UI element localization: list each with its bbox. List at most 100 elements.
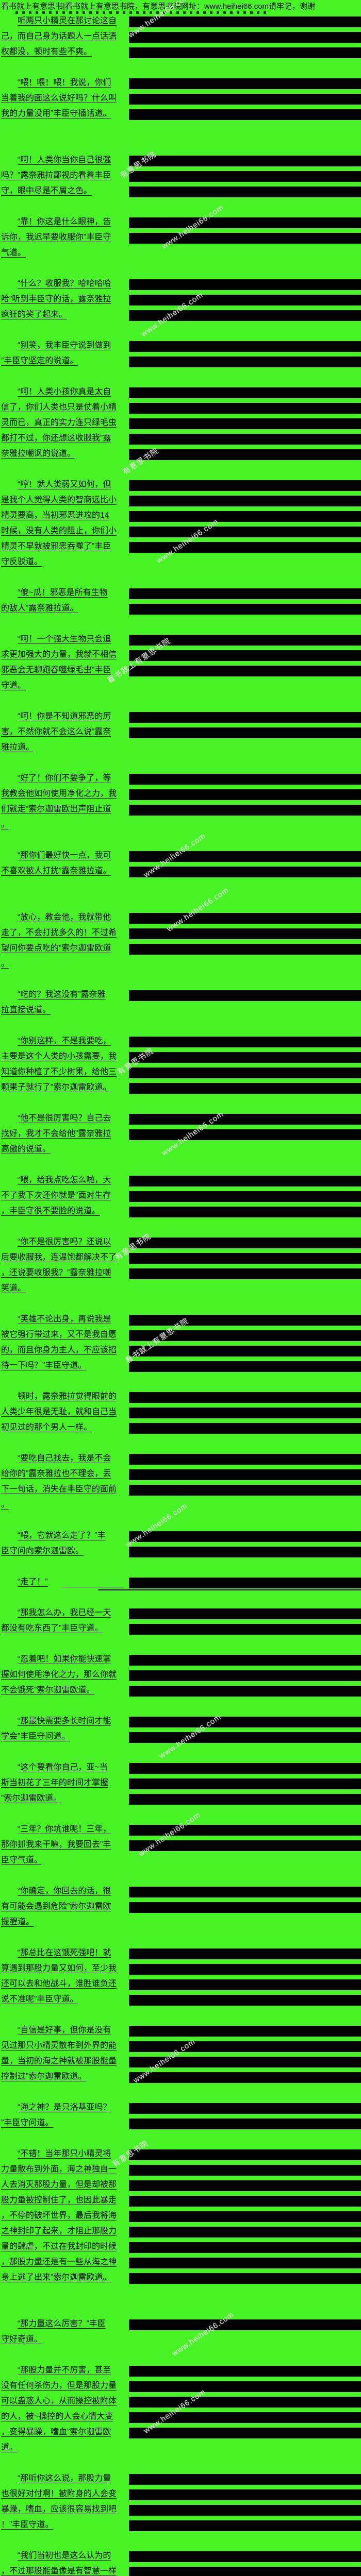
text-row: 给你的”露奈雅拉也不理会，丢: [0, 1467, 361, 1483]
text-row: 不了我下次还你就是”面对生存: [0, 1189, 361, 1205]
paragraph: “海之神？是只洛基亚吗？ ”丰臣守问道。: [0, 2101, 361, 2132]
redaction-bar: [129, 604, 361, 615]
text-row: 道。: [0, 2441, 361, 2456]
text-row: “那力量这么厉害？”丰臣: [0, 2317, 361, 2333]
novel-text-line: 被它强行带过来，又不是我自愿: [1, 1330, 117, 1339]
redaction-bar: [129, 78, 361, 89]
novel-text-line: “傻~瓜！邪恶是所有生物: [18, 588, 108, 597]
novel-text-line: ，还说要收服我？”露奈雅拉嘲: [1, 1268, 111, 1277]
text-row: “喂，它就这么走了？”丰: [0, 1529, 361, 1545]
redaction-bar: [129, 944, 361, 955]
novel-text-line: “放心，教会他，我就带他: [18, 913, 111, 922]
text-row: 臣守气道。: [0, 1854, 361, 1869]
novel-text-line: 人去消灭那股力量，但是却被那: [1, 2180, 117, 2189]
text-row: 量，当初的海之神就被那股能量: [0, 2055, 361, 2070]
text-row: 不喜欢被人打扰”露奈雅拉道。: [0, 865, 361, 880]
redaction-bar: [129, 2474, 361, 2485]
redaction-bar: [129, 2505, 361, 2516]
redaction-bar: [129, 187, 361, 197]
novel-text-line: ”丰臣守问道。: [1, 2119, 54, 2127]
redaction-bar: [129, 1578, 361, 1588]
novel-text-line: 听两只小精灵在那讨论这自: [18, 16, 117, 25]
text-row: 没有任何杀伤力，但是那股力量: [0, 2379, 361, 2395]
redaction-bar: [129, 2567, 361, 2576]
text-row: “走了！”: [0, 1575, 361, 1591]
text-row: “好了！你们不要争了，等: [0, 772, 361, 787]
novel-text-line: 守道。: [1, 681, 26, 690]
novel-text-line: 奈雅拉嘲讽的说道。: [1, 449, 76, 458]
redaction-bar: [129, 1052, 361, 1063]
redaction-bar: [129, 2428, 361, 2438]
text-row: 灵而已，真正的实力连只绿毛虫: [0, 416, 361, 432]
redaction-bar: [129, 867, 361, 877]
text-row: 的，而且你身为主人，不应该招: [0, 1344, 361, 1359]
text-row: 人类少年很是无耻，就和自己当: [0, 1405, 361, 1421]
redaction-bar: [129, 2381, 361, 2392]
text-row: “喂！喂！喂！我说，你们: [0, 76, 361, 92]
redaction-bar: [129, 387, 361, 398]
novel-text-line: 。: [1, 959, 10, 968]
text-row: 力量散布到外面，海之神独自一: [0, 2163, 361, 2178]
text-row: 们就走”索尔迦雷欧出声阻止道: [0, 803, 361, 818]
text-row: 我教会他如何使用净化之力，我: [0, 787, 361, 803]
text-row: ，不过那股能量像是有智慧一样: [0, 2565, 361, 2576]
novel-text-line: 下一句话，消失在丰臣守的面前: [1, 1485, 117, 1494]
redaction-bar: [129, 1408, 361, 1418]
redaction-bar: [129, 156, 361, 166]
text-row: 邪恶会无聊跑吞噬绿毛虫”丰臣: [0, 664, 361, 679]
text-row: ，丰臣守很不要脸的说道。: [0, 1205, 361, 1220]
novel-text-line: “好了！你们不要争了，等: [18, 774, 111, 783]
novel-text-line: 我教会他如何使用净化之力，我: [1, 789, 117, 798]
redaction-bar: [129, 1238, 361, 1248]
novel-text-line: 笑道。: [1, 1284, 26, 1293]
text-row: “那听你这么说，那股力量: [0, 2472, 361, 2487]
novel-text-line: 颗果子就行了”索尔迦雷欧道。: [1, 1083, 111, 1092]
redaction-bar: [129, 913, 361, 924]
text-row: 知道你种植了不少树果，给他三: [0, 1065, 361, 1081]
novel-text-line: “不错！当年那只小精灵将: [18, 2149, 111, 2158]
novel-text-line: 都打不过，你还想这收服我”露: [1, 434, 111, 443]
text-row: “哼！就人类弱又如何，但: [0, 478, 361, 494]
text-row: 臣守问向索尔迦雷欧。: [0, 1545, 361, 1560]
paragraph: “哼！就人类弱又如何，但 是我个人觉得人类的智商远比小 精灵要高，当初邪恶进攻的14…: [0, 478, 361, 571]
novel-text-line: 主要是这个人类的小孩需要，我: [1, 1052, 117, 1061]
redaction-bar: [129, 295, 361, 306]
text-row: 己，而自己身为话题人一点话语: [0, 30, 361, 45]
novel-text-line: 还可以去和他战斗，谁胜谁负还: [1, 1979, 117, 1988]
novel-text-line: “海之神？是只洛基亚吗？: [18, 2103, 111, 2112]
novel-text-line: “那我怎么办，我已经一天: [18, 1608, 111, 1617]
text-row: “那你们最好快一点，我可: [0, 849, 361, 865]
redaction-bar: [129, 47, 361, 58]
text-row: 求更加强大的力量，我就不相信: [0, 648, 361, 664]
text-row: “要吃自己找去，我是不会: [0, 1452, 361, 1467]
redaction-bar: [129, 2551, 361, 2562]
novel-text-line: 哈”听到丰臣守的话，露奈雅拉: [1, 295, 111, 303]
text-row: “忍着吧！如果你能快速掌: [0, 1653, 361, 1668]
redaction-bar: [129, 217, 361, 228]
paragraph: “这个要看你自己，亚~当 斯当初花了三年的时间才掌握 ”索尔迦雷欧道。: [0, 1761, 361, 1807]
text-row: “那总比在这饿死强吧！就: [0, 1946, 361, 1962]
novel-text-line: “呵！人类你当你自己很强: [18, 156, 111, 164]
redaction-bar: [129, 1067, 361, 1078]
text-row: 握如何使用净化之力，那么你就: [0, 1668, 361, 1684]
redaction-bar: [129, 2072, 361, 2083]
novel-text-line: 找好，我才不会给他”露奈雅拉: [1, 1129, 111, 1138]
redaction-bar: [129, 32, 361, 43]
redaction-bar: [129, 2258, 361, 2268]
redaction-bar: [129, 805, 361, 816]
redaction-bar: [129, 1887, 361, 1897]
novel-text-line: 给你的”露奈雅拉也不理会，丢: [1, 1469, 111, 1478]
novel-text-line: ，变得暴躁，嗜血”索尔迦雷欧: [1, 2428, 111, 2436]
novel-text-line: “吃的？我这没有”露奈雅: [18, 990, 106, 999]
redaction-bar: [129, 2057, 361, 2067]
redaction-bar: [129, 1825, 361, 1836]
text-row: ”索尔迦雷欧道。: [0, 1792, 361, 1807]
novel-text-line: 诉你，我迟早要收服你”丰臣守: [1, 233, 111, 242]
novel-text-line: 控制过”索尔迦雷欧道。: [1, 2072, 87, 2081]
redaction-bar: [129, 1964, 361, 1975]
redaction-bar: [129, 2520, 361, 2531]
redaction-bar: [129, 2103, 361, 2114]
novel-text-line: “走了！”: [18, 1578, 48, 1586]
novel-text-line: “喂，给我点吃怎么啦，大: [18, 1176, 111, 1184]
redaction-bar: [129, 2165, 361, 2176]
